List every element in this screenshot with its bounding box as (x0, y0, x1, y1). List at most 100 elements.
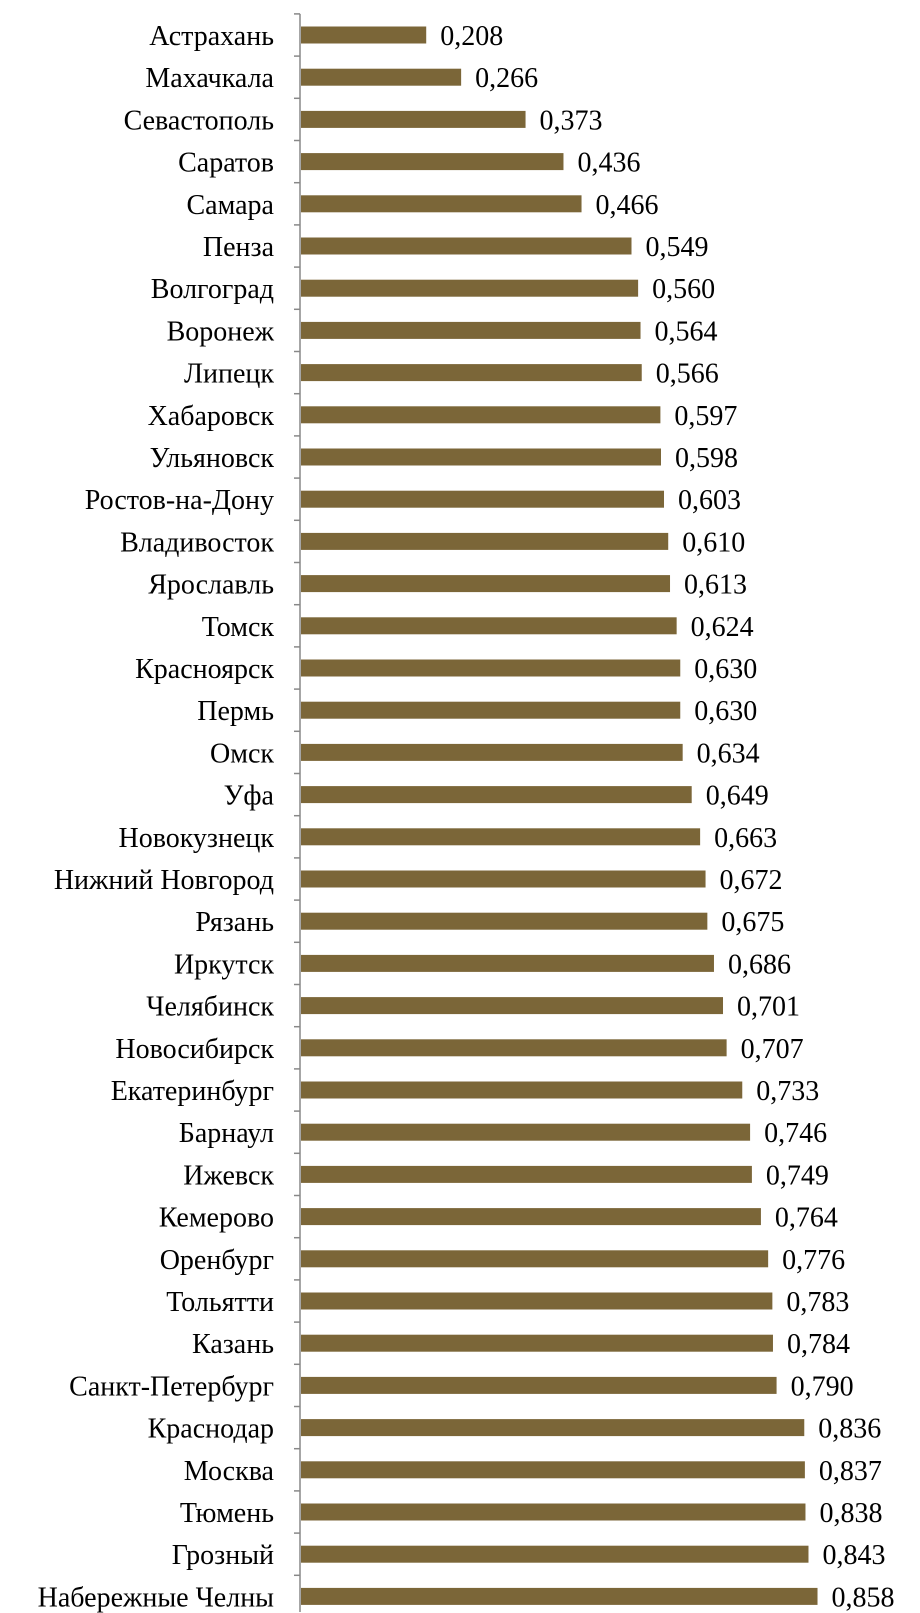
bar-22 (301, 912, 708, 930)
bar-19 (301, 786, 692, 804)
value-label: 0,733 (756, 1076, 819, 1107)
value-label: 0,843 (822, 1540, 885, 1571)
bar-3 (301, 110, 526, 128)
bar-24 (301, 997, 724, 1015)
bar-38 (301, 1587, 818, 1605)
bar-11 (301, 448, 661, 466)
bar-10 (301, 406, 661, 424)
category-label: Барнаул (179, 1118, 274, 1149)
value-label: 0,436 (577, 148, 640, 179)
value-label: 0,858 (832, 1582, 895, 1613)
bar-4 (301, 153, 564, 171)
category-label: Нижний Новгород (54, 865, 274, 896)
category-label: Пенза (203, 232, 275, 263)
bar-31 (301, 1292, 773, 1310)
value-label: 0,749 (766, 1160, 829, 1191)
bar-6 (301, 237, 632, 255)
value-label: 0,790 (791, 1371, 854, 1402)
value-label: 0,764 (775, 1203, 838, 1234)
category-label: Воронеж (167, 316, 275, 347)
category-label: Рязань (195, 907, 274, 938)
bar-33 (301, 1376, 777, 1394)
bar-36 (301, 1503, 806, 1521)
bar-28 (301, 1165, 752, 1183)
category-label: Ярославль (148, 570, 274, 601)
value-label: 0,838 (819, 1498, 882, 1529)
value-label: 0,634 (697, 738, 760, 769)
bar-18 (301, 743, 683, 761)
category-label: Тюмень (180, 1498, 274, 1529)
value-label: 0,649 (706, 781, 769, 812)
bar-23 (301, 954, 714, 972)
value-label: 0,597 (674, 401, 737, 432)
value-label: 0,373 (540, 105, 603, 136)
value-label: 0,566 (656, 359, 719, 390)
bar-9 (301, 364, 642, 382)
category-label: Красноярск (135, 654, 274, 685)
bar-21 (301, 870, 706, 888)
value-label: 0,208 (440, 21, 503, 52)
bar-30 (301, 1250, 769, 1268)
value-label: 0,776 (782, 1245, 845, 1276)
value-label: 0,560 (652, 274, 715, 305)
bar-2 (301, 68, 462, 86)
value-label: 0,675 (721, 907, 784, 938)
category-label: Уфа (224, 781, 275, 812)
category-label: Санкт-Петербург (69, 1371, 274, 1402)
category-label: Москва (184, 1456, 275, 1487)
value-label: 0,630 (694, 654, 757, 685)
bar-37 (301, 1545, 809, 1563)
bar-27 (301, 1123, 751, 1141)
value-label: 0,549 (645, 232, 708, 263)
value-label: 0,672 (720, 865, 783, 896)
bar-8 (301, 321, 641, 339)
value-label: 0,598 (675, 443, 738, 474)
category-label: Краснодар (148, 1414, 274, 1445)
bar-13 (301, 532, 669, 550)
category-label: Грозный (172, 1540, 274, 1571)
bar-29 (301, 1208, 761, 1226)
bar-34 (301, 1419, 805, 1437)
category-label: Севастополь (124, 105, 274, 136)
category-label: Саратов (178, 148, 274, 179)
value-label: 0,837 (819, 1456, 882, 1487)
category-label: Ижевск (183, 1160, 274, 1191)
value-label: 0,610 (682, 527, 745, 558)
category-label: Оренбург (160, 1245, 274, 1276)
category-label: Махачкала (145, 63, 274, 94)
value-label: 0,836 (818, 1414, 881, 1445)
bar-25 (301, 1039, 727, 1057)
labels-layer: Астрахань 0,208 Махачкала 0,266 Севастополь 0… (38, 21, 895, 1613)
category-label: Челябинск (146, 992, 274, 1023)
value-label: 0,564 (655, 316, 718, 347)
value-label: 0,784 (787, 1329, 850, 1360)
category-label: Астрахань (149, 21, 274, 52)
category-label: Кемерово (159, 1203, 274, 1234)
bar-17 (301, 701, 681, 719)
bar-15 (301, 617, 677, 635)
bar-5 (301, 195, 582, 213)
category-label: Ульяновск (150, 443, 275, 474)
category-label: Иркутск (174, 949, 274, 980)
bar-12 (301, 490, 665, 508)
bar-1 (301, 26, 427, 44)
category-label: Тольятти (166, 1287, 274, 1318)
value-label: 0,663 (714, 823, 777, 854)
category-label: Ростов-на-Дону (85, 485, 274, 516)
value-label: 0,613 (684, 570, 747, 601)
category-label: Владивосток (120, 527, 274, 558)
value-label: 0,707 (741, 1034, 804, 1065)
value-label: 0,686 (728, 949, 791, 980)
bar-16 (301, 659, 681, 677)
bar-20 (301, 828, 701, 846)
bars-layer (301, 26, 818, 1605)
bar-14 (301, 575, 671, 593)
axis-layer (294, 13, 301, 1612)
category-label: Екатеринбург (111, 1076, 274, 1107)
value-label: 0,466 (596, 190, 659, 221)
category-label: Волгоград (151, 274, 274, 305)
value-label: 0,603 (678, 485, 741, 516)
bar-32 (301, 1334, 773, 1352)
category-label: Томск (202, 612, 275, 643)
